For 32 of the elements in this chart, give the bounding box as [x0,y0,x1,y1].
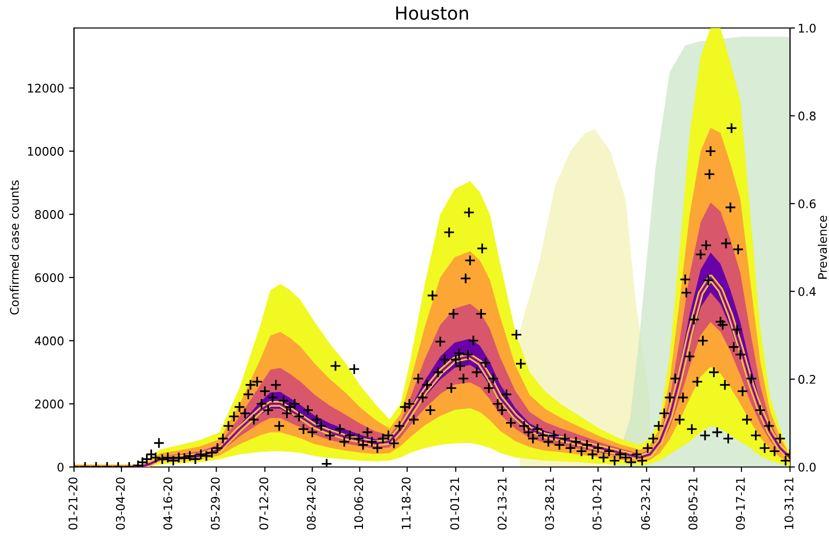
x-tick-label: 01-01-21 [450,478,460,530]
y2-tick-label: 0.6 [798,199,816,208]
x-tick-label: 08-05-21 [688,478,698,530]
x-tick-label: 10-31-21 [784,478,794,530]
y-tick-label: 12000 [28,84,64,93]
x-tick-label: 05-10-21 [592,478,602,530]
x-tick-label: 03-04-20 [116,478,125,530]
y-tick-label: 8000 [35,210,64,219]
x-tick-label: 02-13-21 [498,478,507,530]
y2-tick-label: 0.2 [798,374,816,384]
y-tick-label: 2000 [35,400,64,408]
x-tick-label: 05-29-20 [210,478,220,530]
x-tick-label: 06-23-21 [641,478,650,530]
y2-tick-label: 0.0 [798,462,816,472]
x-tick-label: 11-18-20 [402,478,411,530]
y-tick-label: 0 [58,462,64,472]
x-tick-label: 03-28-21 [545,478,554,530]
y-axis-title: Confirmed case counts [10,180,19,315]
x-tick-label: 10-06-20 [354,478,364,530]
y2-axis-title: Prevalence [818,216,827,279]
x-tick-label: 09-17-21 [736,478,745,530]
x-tick-label: 01-21-20 [68,478,78,530]
x-tick-label: 08-24-20 [306,478,316,530]
x-tick-label: 07-12-20 [259,478,268,530]
y-tick-label: 4000 [34,336,64,346]
y2-tick-label: 1.0 [798,24,816,33]
y-tick-label: 10000 [28,146,64,156]
y2-tick-label: 0.8 [798,112,816,120]
y2-tick-label: 0.4 [798,287,816,296]
x-tick-label: 04-16-20 [163,478,172,530]
y-tick-label: 6000 [35,273,64,282]
chart-title: Houston [396,6,468,20]
